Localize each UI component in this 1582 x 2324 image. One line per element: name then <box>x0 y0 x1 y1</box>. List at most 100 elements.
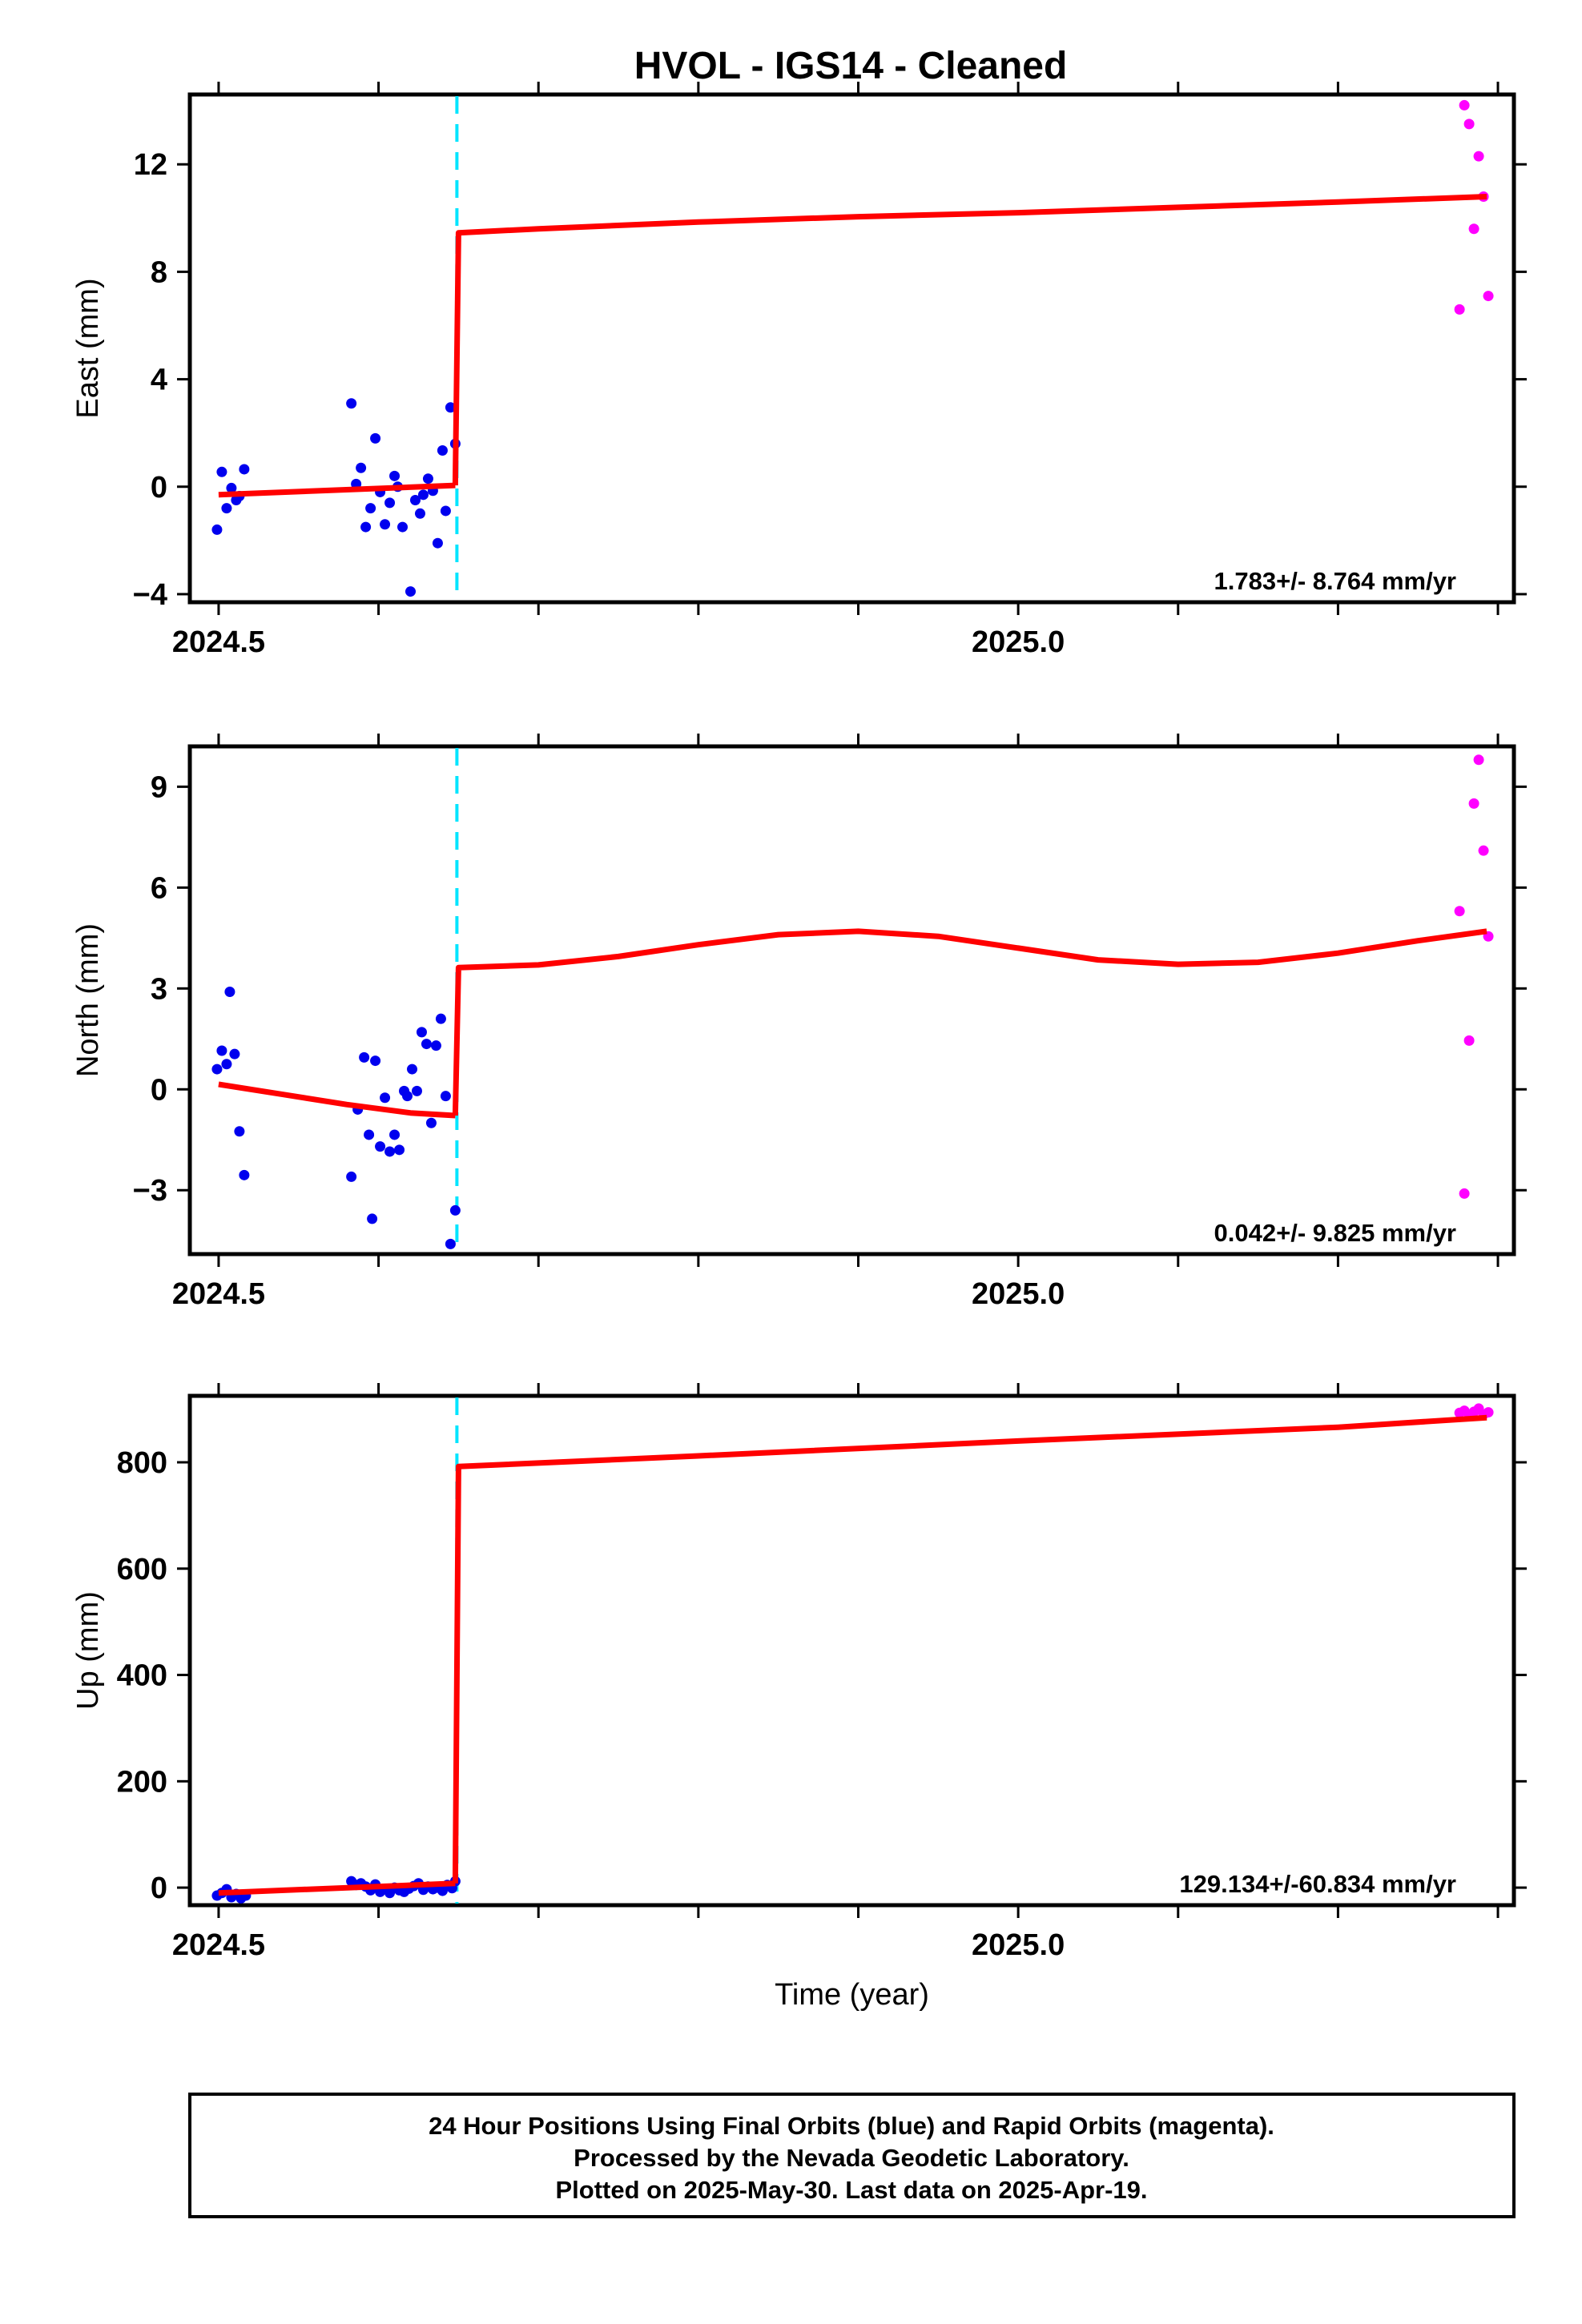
east-y-tick-label: 0 <box>151 471 167 505</box>
east-x-tick-label: 2025.0 <box>972 625 1065 659</box>
up-frame <box>187 1393 1516 1908</box>
up-y-tick-label: 200 <box>117 1765 167 1799</box>
east-y-tick-label: −4 <box>133 578 167 612</box>
north-final-point <box>411 1085 422 1096</box>
north-final-point <box>375 1141 386 1152</box>
east-final-point <box>239 464 250 475</box>
east-panel: 2024.5 2025.0 −4 0 4 8 12 East (mm) 1.783+/- 8.7… <box>71 82 1527 659</box>
footer-line-1: 24 Hour Positions Using Final Orbits (bl… <box>429 2112 1274 2140</box>
east-final-point <box>360 521 372 533</box>
north-final-point <box>224 987 235 998</box>
north-model-line <box>452 928 1487 1116</box>
east-frame <box>187 92 1516 605</box>
up-model-line <box>218 1880 456 1896</box>
north-final-point <box>435 1013 446 1024</box>
footer-frame <box>188 2093 1516 2218</box>
east-model-line <box>218 482 456 498</box>
up-x-tick-label: 2024.5 <box>172 1928 265 1962</box>
north-rapid-point <box>1463 1035 1475 1046</box>
east-final-point <box>356 462 367 473</box>
east-rapid-point <box>1468 223 1479 235</box>
east-rate-label: 1.783+/- 8.764 mm/yr <box>1214 567 1456 595</box>
north-final-point <box>421 1039 432 1050</box>
east-final-point <box>405 586 416 597</box>
north-model-line <box>218 1081 456 1119</box>
east-rapid-point <box>1454 304 1465 315</box>
east-y-tick-label: 4 <box>151 364 167 397</box>
north-panel: 2024.5 2025.0 −3 0 3 6 9 North (mm) 0.042+/- 9.8… <box>71 734 1527 1311</box>
north-y-tick-label: 6 <box>151 871 167 905</box>
north-final-point <box>440 1091 451 1102</box>
north-final-point <box>367 1213 378 1224</box>
up-y-tick-label: 800 <box>117 1446 167 1480</box>
east-final-point <box>389 470 401 481</box>
east-final-point <box>445 402 456 413</box>
north-final-point <box>384 1146 396 1157</box>
east-final-point <box>221 503 232 514</box>
east-y-tick-label: 8 <box>151 255 167 289</box>
footer-box: 24 Hour Positions Using Final Orbits (bl… <box>188 2093 1516 2218</box>
east-rapid-point <box>1459 99 1470 111</box>
north-final-point <box>416 1027 427 1038</box>
east-final-point <box>384 497 396 509</box>
north-x-tick-label: 2024.5 <box>172 1277 265 1311</box>
footer-line-2: Processed by the Nevada Geodetic Laborat… <box>574 2144 1129 2172</box>
east-final-point <box>422 473 433 485</box>
north-y-axis-label: North (mm) <box>71 923 105 1077</box>
north-rapid-point <box>1459 1188 1470 1199</box>
up-rate-label: 129.134+/-60.834 mm/yr <box>1179 1870 1456 1898</box>
north-rapid-point <box>1454 906 1465 917</box>
up-x-axis-label: Time (year) <box>775 1978 929 2012</box>
north-final-point <box>445 1238 456 1249</box>
east-final-point <box>440 505 451 517</box>
north-rapid-point <box>1468 798 1479 809</box>
east-final-point <box>370 432 381 444</box>
east-model-line <box>452 194 1487 486</box>
east-rapid-point <box>1473 151 1484 162</box>
north-final-point <box>425 1117 437 1128</box>
east-x-tick-label: 2024.5 <box>172 625 265 659</box>
north-rapid-point <box>1478 845 1489 856</box>
east-final-point <box>414 508 425 519</box>
up-y-axis-label: Up (mm) <box>71 1591 105 1710</box>
north-final-point <box>359 1051 370 1063</box>
east-y-tick-label: 12 <box>134 148 167 182</box>
north-final-point <box>229 1048 240 1059</box>
up-y-tick-label: 400 <box>117 1659 167 1693</box>
up-x-tick-label: 2025.0 <box>972 1928 1065 1962</box>
north-rate-label: 0.042+/- 9.825 mm/yr <box>1214 1219 1456 1247</box>
north-final-point <box>449 1204 461 1216</box>
east-final-point <box>211 524 223 535</box>
north-y-tick-label: −3 <box>133 1174 167 1208</box>
north-final-point <box>394 1144 405 1156</box>
north-y-tick-label: 0 <box>151 1073 167 1107</box>
east-final-point <box>432 537 443 549</box>
east-final-point <box>346 398 357 409</box>
north-rapid-point <box>1473 754 1484 766</box>
east-rapid-point <box>1483 291 1494 302</box>
north-final-point <box>346 1171 357 1182</box>
north-final-point <box>389 1129 401 1140</box>
footer-line-3: Plotted on 2025-May-30. Last data on 202… <box>555 2176 1147 2204</box>
north-final-point <box>430 1040 441 1051</box>
up-y-tick-label: 0 <box>151 1872 167 1905</box>
north-final-point <box>364 1129 375 1140</box>
east-rapid-point <box>1463 119 1475 130</box>
north-final-point <box>406 1063 417 1075</box>
north-frame <box>187 744 1516 1256</box>
north-x-tick-label: 2025.0 <box>972 1277 1065 1311</box>
up-model-line <box>452 1414 1487 1884</box>
north-final-point <box>380 1092 391 1104</box>
up-y-tick-label: 600 <box>117 1553 167 1586</box>
east-y-axis-label: East (mm) <box>71 278 105 418</box>
east-final-point <box>216 466 227 477</box>
north-y-tick-label: 9 <box>151 770 167 804</box>
east-final-point <box>397 521 409 533</box>
north-final-point <box>216 1045 227 1056</box>
east-final-point <box>226 482 237 493</box>
north-final-point <box>402 1091 413 1102</box>
north-final-point <box>370 1055 381 1067</box>
north-final-point <box>239 1169 250 1180</box>
north-final-point <box>221 1059 232 1070</box>
